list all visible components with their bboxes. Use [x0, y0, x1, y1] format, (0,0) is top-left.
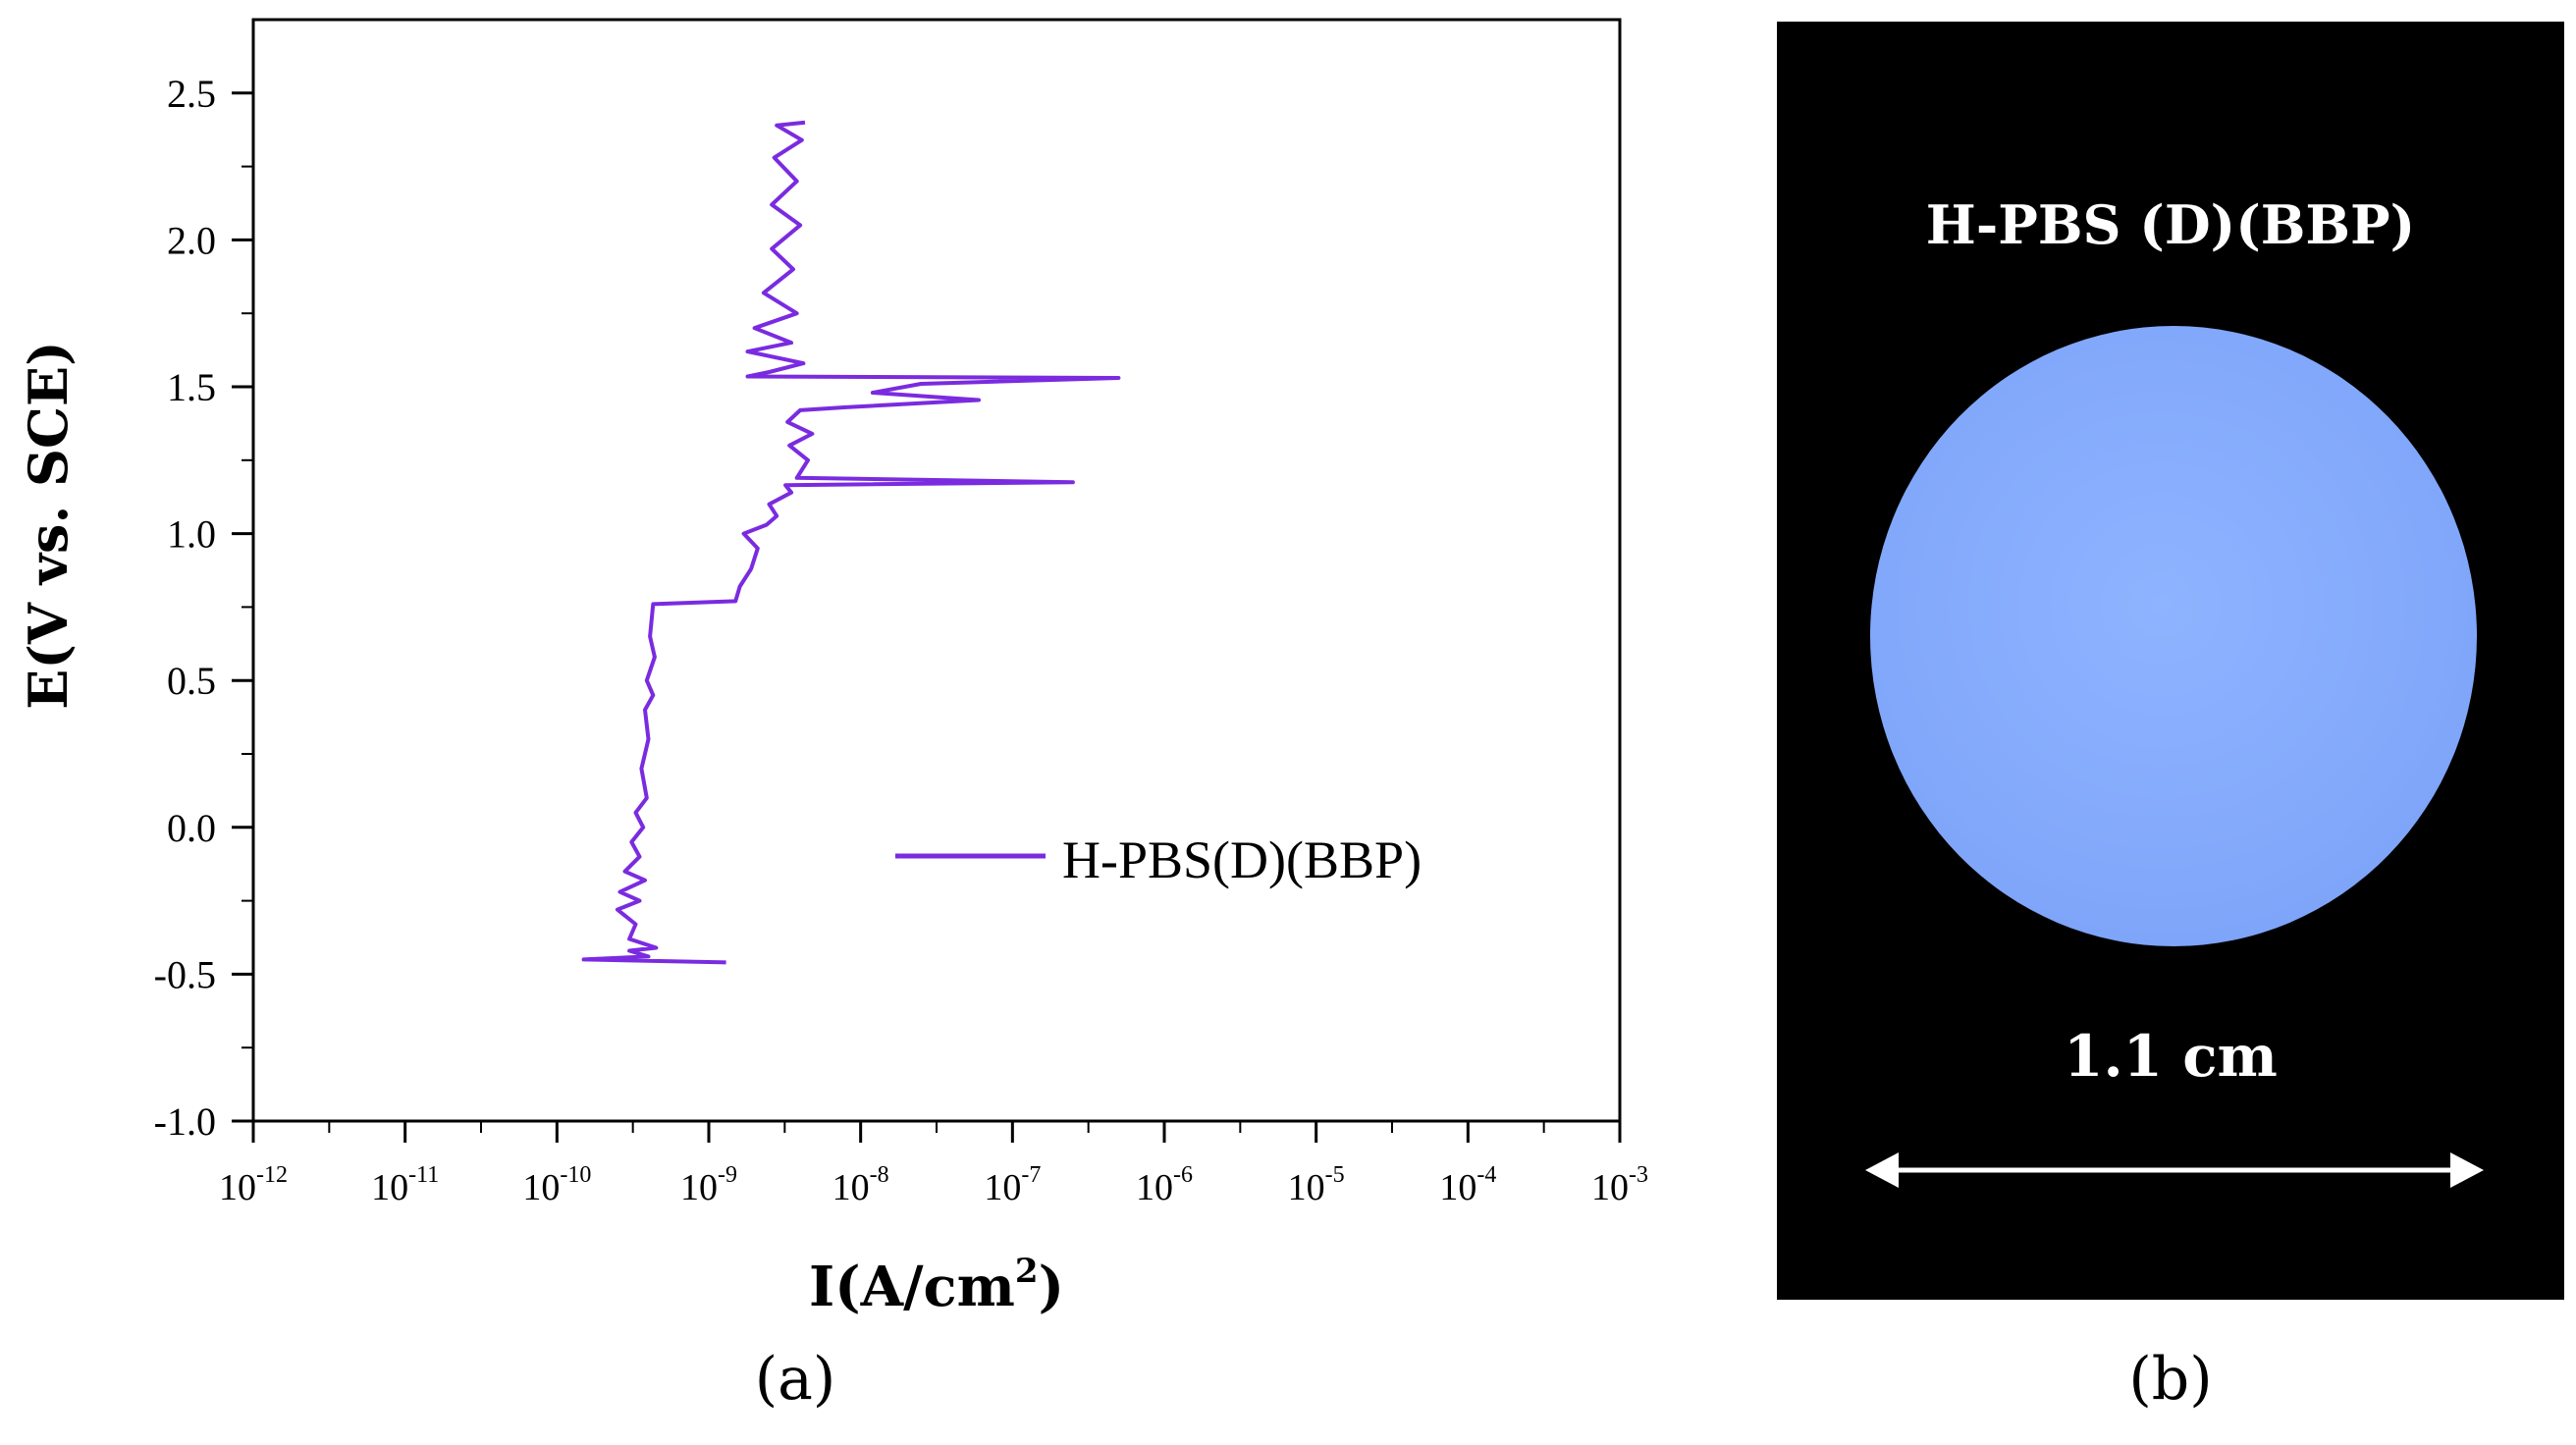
y-axis-ticks: 2.5 2.0 1.5 1.0 0.5 0.0 -0.5 -1.0	[154, 72, 253, 1144]
polarization-chart: 10-12 10-11 10-10 10-9 10-8 10-7 10-6 10-5 10-4 1…	[17, 18, 1648, 1319]
x-tick-label-2: 10-10	[522, 1162, 591, 1208]
legend: H-PBS(D)(BBP)	[895, 830, 1422, 889]
legend-label: H-PBS(D)(BBP)	[1062, 830, 1422, 889]
y-tick-label-2: 1.5	[167, 365, 216, 409]
photo-title: H-PBS (D)(BBP)	[1925, 193, 2416, 256]
y-tick-label-7: -1.0	[154, 1099, 216, 1144]
series-line	[581, 120, 1121, 965]
x-tick-label-4: 10-8	[832, 1162, 889, 1208]
x-tick-label-1: 10-11	[371, 1162, 439, 1208]
y-tick-label-1: 2.0	[167, 218, 216, 262]
x-tick-label-5: 10-7	[984, 1162, 1041, 1208]
x-axis-ticks: 10-12 10-11 10-10 10-9 10-8 10-7 10-6 10-5 10-4 1…	[219, 1121, 1648, 1208]
y-tick-label-4: 0.5	[167, 659, 216, 703]
x-tick-label-7: 10-5	[1288, 1162, 1345, 1208]
y-tick-label-0: 2.5	[167, 72, 216, 116]
y-tick-label-6: -0.5	[154, 952, 216, 996]
plot-frame	[251, 18, 1622, 1123]
panel-label-a: (a)	[754, 1345, 836, 1414]
panel-label-b: (b)	[2128, 1345, 2213, 1414]
y-tick-label-3: 1.0	[167, 512, 216, 557]
x-tick-label-0: 10-12	[219, 1162, 288, 1208]
x-tick-label-3: 10-9	[680, 1162, 737, 1208]
scale-label: 1.1 cm	[2064, 1023, 2278, 1090]
scale-arrow-icon	[1865, 1152, 2484, 1188]
x-tick-label-6: 10-6	[1136, 1162, 1193, 1208]
sample-photo: H-PBS (D)(BBP) 1.1 cm	[1777, 22, 2564, 1300]
x-tick-label-8: 10-4	[1439, 1162, 1496, 1208]
sample-disk	[1870, 326, 2477, 946]
x-tick-label-9: 10-3	[1591, 1162, 1648, 1208]
x-axis-label: I(A/cm2)	[809, 1252, 1064, 1319]
y-tick-label-5: 0.0	[167, 806, 216, 850]
y-axis-label: E(V vs. SCE)	[17, 341, 80, 709]
